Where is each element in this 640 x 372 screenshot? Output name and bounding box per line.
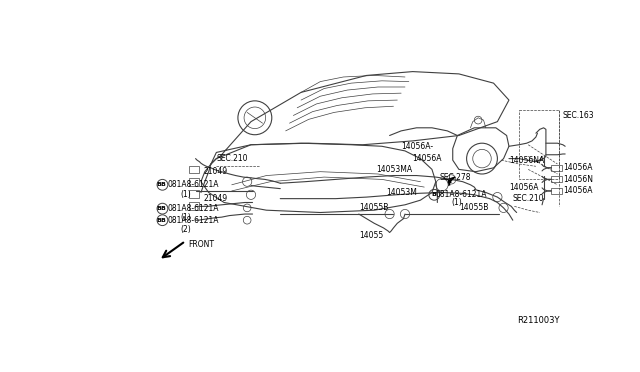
Text: R211003Y: R211003Y xyxy=(516,316,559,325)
Circle shape xyxy=(243,204,251,212)
Polygon shape xyxy=(444,177,455,187)
Text: SEC.278: SEC.278 xyxy=(440,173,471,182)
Text: 081A8-6121A: 081A8-6121A xyxy=(168,216,220,225)
FancyBboxPatch shape xyxy=(189,166,198,173)
FancyBboxPatch shape xyxy=(551,188,562,194)
FancyBboxPatch shape xyxy=(189,178,198,186)
Text: (1): (1) xyxy=(180,190,191,199)
Circle shape xyxy=(157,203,168,214)
Text: 14056A: 14056A xyxy=(413,154,442,163)
Circle shape xyxy=(429,189,440,200)
Text: 21049: 21049 xyxy=(204,167,227,176)
Text: B: B xyxy=(160,206,165,211)
Text: 14055B: 14055B xyxy=(359,203,388,212)
FancyBboxPatch shape xyxy=(189,202,198,210)
Circle shape xyxy=(157,215,168,225)
Text: B: B xyxy=(432,192,436,197)
Circle shape xyxy=(385,209,394,219)
Text: 14056A: 14056A xyxy=(509,183,538,192)
Circle shape xyxy=(436,179,448,191)
Text: FRONT: FRONT xyxy=(188,240,214,249)
Circle shape xyxy=(401,209,410,219)
Text: B: B xyxy=(160,218,165,223)
Text: 14056A: 14056A xyxy=(563,163,593,172)
Text: 081A8-6121A: 081A8-6121A xyxy=(168,180,220,189)
Text: (1): (1) xyxy=(451,198,462,207)
Text: 081A8-6121A: 081A8-6121A xyxy=(168,204,220,213)
Text: 14055B: 14055B xyxy=(459,203,488,212)
FancyBboxPatch shape xyxy=(551,165,562,171)
Text: 14053M: 14053M xyxy=(386,188,417,197)
Circle shape xyxy=(157,179,168,190)
Circle shape xyxy=(474,116,482,124)
Text: SEC.210: SEC.210 xyxy=(513,194,544,203)
Text: 14056A: 14056A xyxy=(563,186,593,195)
Circle shape xyxy=(467,143,497,174)
Text: B: B xyxy=(160,182,165,187)
Circle shape xyxy=(473,150,492,168)
Text: 081A8-6121A: 081A8-6121A xyxy=(436,190,487,199)
Text: (1): (1) xyxy=(180,214,191,222)
Circle shape xyxy=(499,203,508,212)
Text: B: B xyxy=(156,206,161,211)
Text: 14053MA: 14053MA xyxy=(376,165,412,174)
Text: 14056NA: 14056NA xyxy=(509,155,544,165)
Circle shape xyxy=(493,192,502,202)
FancyBboxPatch shape xyxy=(189,190,198,198)
Circle shape xyxy=(447,175,456,184)
Text: (2): (2) xyxy=(180,225,191,234)
Text: SEC.210: SEC.210 xyxy=(216,154,248,163)
Text: 14056A-: 14056A- xyxy=(401,142,433,151)
FancyBboxPatch shape xyxy=(551,176,562,183)
Text: B: B xyxy=(156,182,161,187)
Text: 14055: 14055 xyxy=(359,231,383,240)
Text: 14056N: 14056N xyxy=(563,175,593,184)
Text: B: B xyxy=(156,218,161,223)
Circle shape xyxy=(238,101,272,135)
Text: 21049: 21049 xyxy=(204,194,227,203)
Circle shape xyxy=(244,107,266,129)
Circle shape xyxy=(243,217,251,224)
Text: SEC.163: SEC.163 xyxy=(563,111,595,120)
Circle shape xyxy=(246,190,255,199)
Circle shape xyxy=(243,177,252,186)
